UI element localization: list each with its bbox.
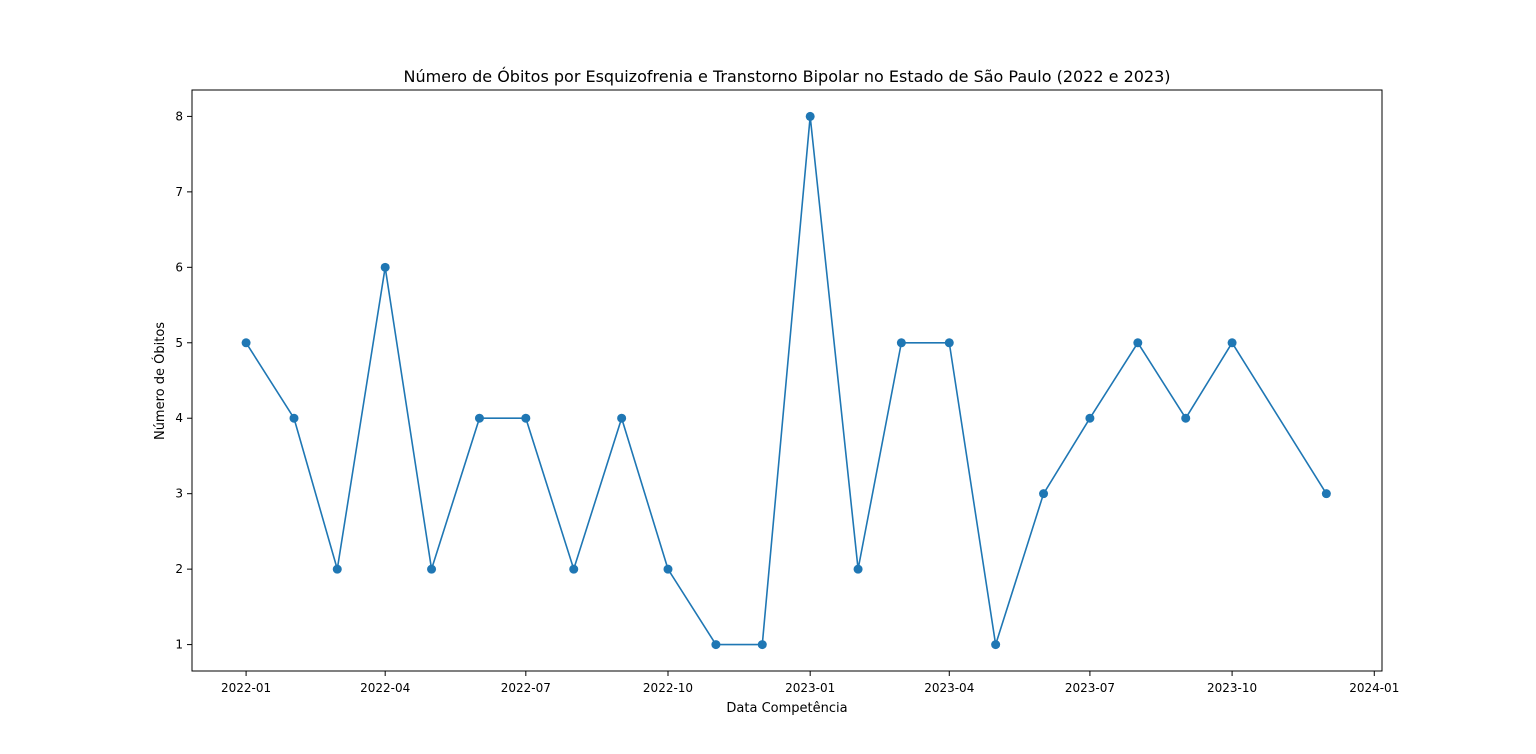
data-point (380, 262, 390, 272)
y-axis-label: Número de Óbitos (152, 322, 168, 440)
x-tick-label: 2022-01 (221, 681, 271, 695)
data-point (241, 338, 251, 348)
data-point (663, 564, 673, 574)
y-tick-label: 1 (175, 638, 183, 652)
data-point (1133, 338, 1143, 348)
plot-frame (191, 89, 1383, 672)
data-point (896, 338, 906, 348)
y-tick-label: 7 (175, 185, 183, 199)
series-points (241, 111, 1331, 650)
data-point (757, 640, 767, 650)
y-tick-label: 6 (175, 260, 183, 274)
x-axis: 2022-01 2022-04 2022-07 2022-10 2023-01 2023-… (221, 671, 1399, 695)
data-point (944, 338, 954, 348)
data-point (1085, 413, 1095, 423)
x-tick-label: 2023-10 (1207, 681, 1257, 695)
data-point (474, 413, 484, 423)
y-tick-label: 3 (175, 487, 183, 501)
data-point (1227, 338, 1237, 348)
y-axis: 1 2 3 4 5 6 7 8 (175, 109, 192, 652)
data-point (1321, 489, 1331, 499)
x-axis-label: Data Competência (726, 701, 847, 716)
x-tick-label: 2024-01 (1349, 681, 1399, 695)
data-point (617, 413, 627, 423)
y-tick-label: 4 (175, 411, 183, 425)
x-tick-label: 2023-07 (1065, 681, 1115, 695)
y-tick-label: 2 (175, 562, 183, 576)
y-tick-label: 5 (175, 336, 183, 350)
data-point (332, 564, 342, 574)
data-point (1181, 413, 1191, 423)
data-point (521, 413, 531, 423)
data-point (427, 564, 437, 574)
data-point (1039, 489, 1049, 499)
x-tick-label: 2023-04 (924, 681, 974, 695)
data-point (853, 564, 863, 574)
data-point (289, 413, 299, 423)
data-point (991, 640, 1001, 650)
y-tick-label: 8 (175, 109, 183, 123)
data-point (805, 111, 815, 121)
data-point (569, 564, 579, 574)
x-tick-label: 2023-01 (785, 681, 835, 695)
x-tick-label: 2022-04 (360, 681, 410, 695)
x-tick-label: 2022-10 (643, 681, 693, 695)
chart-title: Número de Óbitos por Esquizofrenia e Tra… (403, 67, 1170, 86)
data-point (711, 640, 721, 650)
x-tick-label: 2022-07 (501, 681, 551, 695)
